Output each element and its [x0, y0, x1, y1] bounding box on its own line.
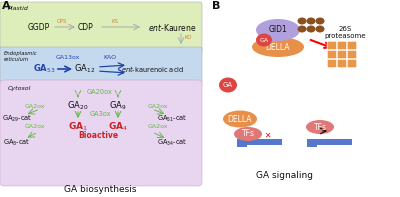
- FancyBboxPatch shape: [0, 2, 202, 54]
- FancyBboxPatch shape: [347, 59, 357, 68]
- Text: GA$_{12}$: GA$_{12}$: [74, 63, 96, 75]
- Text: DELLA: DELLA: [266, 43, 290, 51]
- Ellipse shape: [306, 18, 316, 24]
- Ellipse shape: [219, 77, 237, 93]
- Ellipse shape: [252, 37, 304, 57]
- FancyBboxPatch shape: [327, 41, 337, 50]
- Text: GA13ox: GA13ox: [56, 55, 80, 59]
- Text: GA$_{53}$: GA$_{53}$: [33, 63, 55, 75]
- Text: B: B: [212, 1, 220, 11]
- Text: GA20ox: GA20ox: [87, 89, 113, 95]
- FancyBboxPatch shape: [0, 80, 202, 186]
- Text: CDP: CDP: [77, 22, 93, 32]
- FancyBboxPatch shape: [307, 139, 317, 147]
- Ellipse shape: [316, 25, 324, 33]
- Text: GA$_{20}$: GA$_{20}$: [67, 100, 89, 112]
- FancyBboxPatch shape: [337, 50, 347, 59]
- Text: GA3ox: GA3ox: [89, 111, 111, 117]
- Text: GA$_{8}$-cat: GA$_{8}$-cat: [3, 138, 31, 148]
- Text: Cytosol: Cytosol: [8, 86, 31, 91]
- Text: GA$_{29}$-cat: GA$_{29}$-cat: [2, 114, 32, 124]
- FancyBboxPatch shape: [337, 41, 347, 50]
- Text: Endoplasmic
reticulum: Endoplasmic reticulum: [4, 51, 38, 62]
- Text: $\it{ent}$-Kaurene: $\it{ent}$-Kaurene: [148, 21, 197, 33]
- Ellipse shape: [316, 18, 324, 24]
- Text: GA$_{1}$: GA$_{1}$: [68, 121, 88, 133]
- Text: GID1: GID1: [269, 24, 287, 33]
- Text: GA$_{51}$-cat: GA$_{51}$-cat: [157, 114, 187, 124]
- Ellipse shape: [256, 33, 272, 46]
- Ellipse shape: [298, 18, 306, 24]
- Text: TFs: TFs: [314, 123, 326, 132]
- Text: 26S
proteasome: 26S proteasome: [324, 25, 366, 38]
- Text: KO: KO: [184, 34, 192, 40]
- Text: GA2ox: GA2ox: [25, 125, 45, 129]
- FancyBboxPatch shape: [347, 50, 357, 59]
- Text: Bioactive: Bioactive: [78, 130, 118, 139]
- Text: KS: KS: [112, 19, 118, 23]
- FancyBboxPatch shape: [247, 139, 282, 145]
- Text: GA2ox: GA2ox: [148, 125, 168, 129]
- Text: GA2ox: GA2ox: [148, 103, 168, 109]
- Text: GA$_{4}$: GA$_{4}$: [108, 121, 128, 133]
- Text: TFs: TFs: [242, 129, 254, 138]
- Text: $\it{ent}$-kaurenoic acid: $\it{ent}$-kaurenoic acid: [122, 64, 184, 74]
- Text: GA signaling: GA signaling: [256, 170, 314, 179]
- Text: GA$_{9}$: GA$_{9}$: [109, 100, 127, 112]
- Ellipse shape: [306, 120, 334, 134]
- FancyBboxPatch shape: [327, 59, 337, 68]
- Text: KAO: KAO: [104, 55, 116, 59]
- Ellipse shape: [234, 127, 262, 141]
- Text: GA: GA: [223, 82, 233, 88]
- Text: CPS: CPS: [57, 19, 67, 23]
- Text: A: A: [2, 1, 11, 11]
- Text: GA: GA: [260, 37, 268, 43]
- Ellipse shape: [306, 25, 316, 33]
- Ellipse shape: [256, 19, 300, 41]
- FancyBboxPatch shape: [0, 47, 202, 87]
- FancyBboxPatch shape: [337, 59, 347, 68]
- Text: GA$_{34}$-cat: GA$_{34}$-cat: [157, 138, 187, 148]
- Text: DELLA: DELLA: [228, 114, 252, 124]
- Text: GGDP: GGDP: [28, 22, 50, 32]
- Ellipse shape: [223, 111, 257, 127]
- Ellipse shape: [298, 25, 306, 33]
- FancyBboxPatch shape: [327, 50, 337, 59]
- Text: ✕: ✕: [264, 130, 270, 139]
- FancyBboxPatch shape: [347, 41, 357, 50]
- Text: GA2ox: GA2ox: [25, 103, 45, 109]
- FancyBboxPatch shape: [237, 139, 247, 147]
- Text: GA biosynthesis: GA biosynthesis: [64, 185, 136, 193]
- FancyBboxPatch shape: [317, 139, 352, 145]
- Text: Plastid: Plastid: [8, 6, 29, 11]
